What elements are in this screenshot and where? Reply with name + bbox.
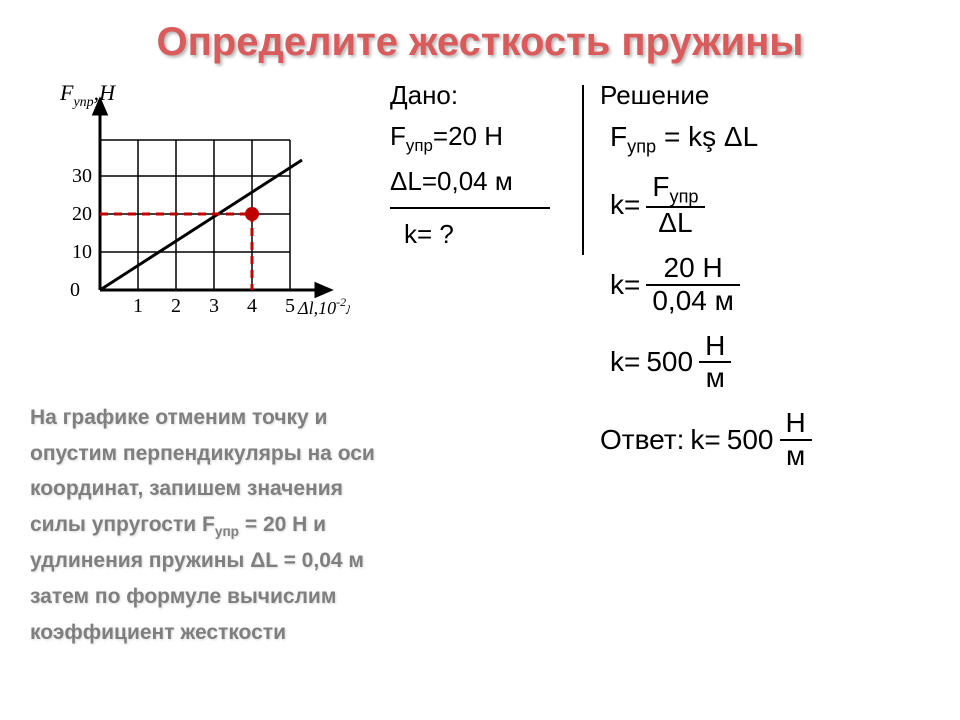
y-axis-label: Fупр,Н — [59, 80, 116, 110]
formula-k1: k= Fупр ΔL — [610, 172, 940, 239]
desc-l2: опустим перпендикуляры на оси — [30, 436, 540, 472]
svg-text:2: 2 — [171, 295, 181, 317]
solution-section: Решение Fупр = kş ΔL k= Fупр ΔL k= 20 Н … — [600, 80, 940, 486]
desc-l1: На графике отменим точку и — [30, 400, 540, 436]
given-dl: ΔL=0,04 м — [390, 166, 590, 197]
formula-result: k= 500 Н м — [610, 331, 940, 395]
answer-line: Ответ: k= 500 Н м — [600, 408, 940, 472]
page-title: Определите жесткость пружины — [0, 20, 960, 65]
formula-k2: k= 20 Н 0,04 м — [610, 253, 940, 317]
desc-l3: координат, запишем значения — [30, 471, 540, 507]
svg-text:30: 30 — [72, 165, 92, 187]
desc-l6: затем по формуле вычислим — [30, 579, 540, 615]
svg-text:1: 1 — [133, 295, 143, 317]
desc-l5: удлинения пружины ΔL = 0,04 м — [30, 543, 540, 579]
svg-text:3: 3 — [209, 295, 219, 317]
given-force: Fупр=20 Н — [390, 121, 590, 156]
desc-l4: силы упругости Fупр = 20 Н и — [30, 507, 540, 543]
x-ticks: 1 2 3 4 5 — [133, 295, 295, 317]
x-axis-label: Δl,10-2м — [297, 295, 350, 318]
column-divider — [582, 85, 584, 255]
solution-heading: Решение — [600, 80, 940, 111]
given-section: Дано: Fупр=20 Н ΔL=0,04 м k= ? — [390, 80, 590, 260]
svg-text:4: 4 — [247, 295, 257, 317]
graph: Fупр,Н 0 10 20 30 — [30, 80, 350, 330]
data-line — [100, 160, 302, 290]
y-ticks: 0 10 20 30 — [70, 165, 92, 301]
desc-l7: коэффициент жесткости — [30, 615, 540, 651]
description: На графике отменим точку и опустим перпе… — [30, 400, 540, 651]
axes — [94, 100, 330, 296]
divider — [390, 207, 550, 209]
data-point — [245, 207, 259, 221]
svg-text:0: 0 — [70, 279, 80, 301]
given-unknown: k= ? — [404, 219, 590, 250]
svg-text:5: 5 — [285, 295, 295, 317]
svg-text:10: 10 — [72, 241, 92, 263]
svg-text:20: 20 — [72, 203, 92, 225]
formula-main: Fупр = kş ΔL — [610, 121, 940, 158]
given-heading: Дано: — [390, 80, 590, 111]
